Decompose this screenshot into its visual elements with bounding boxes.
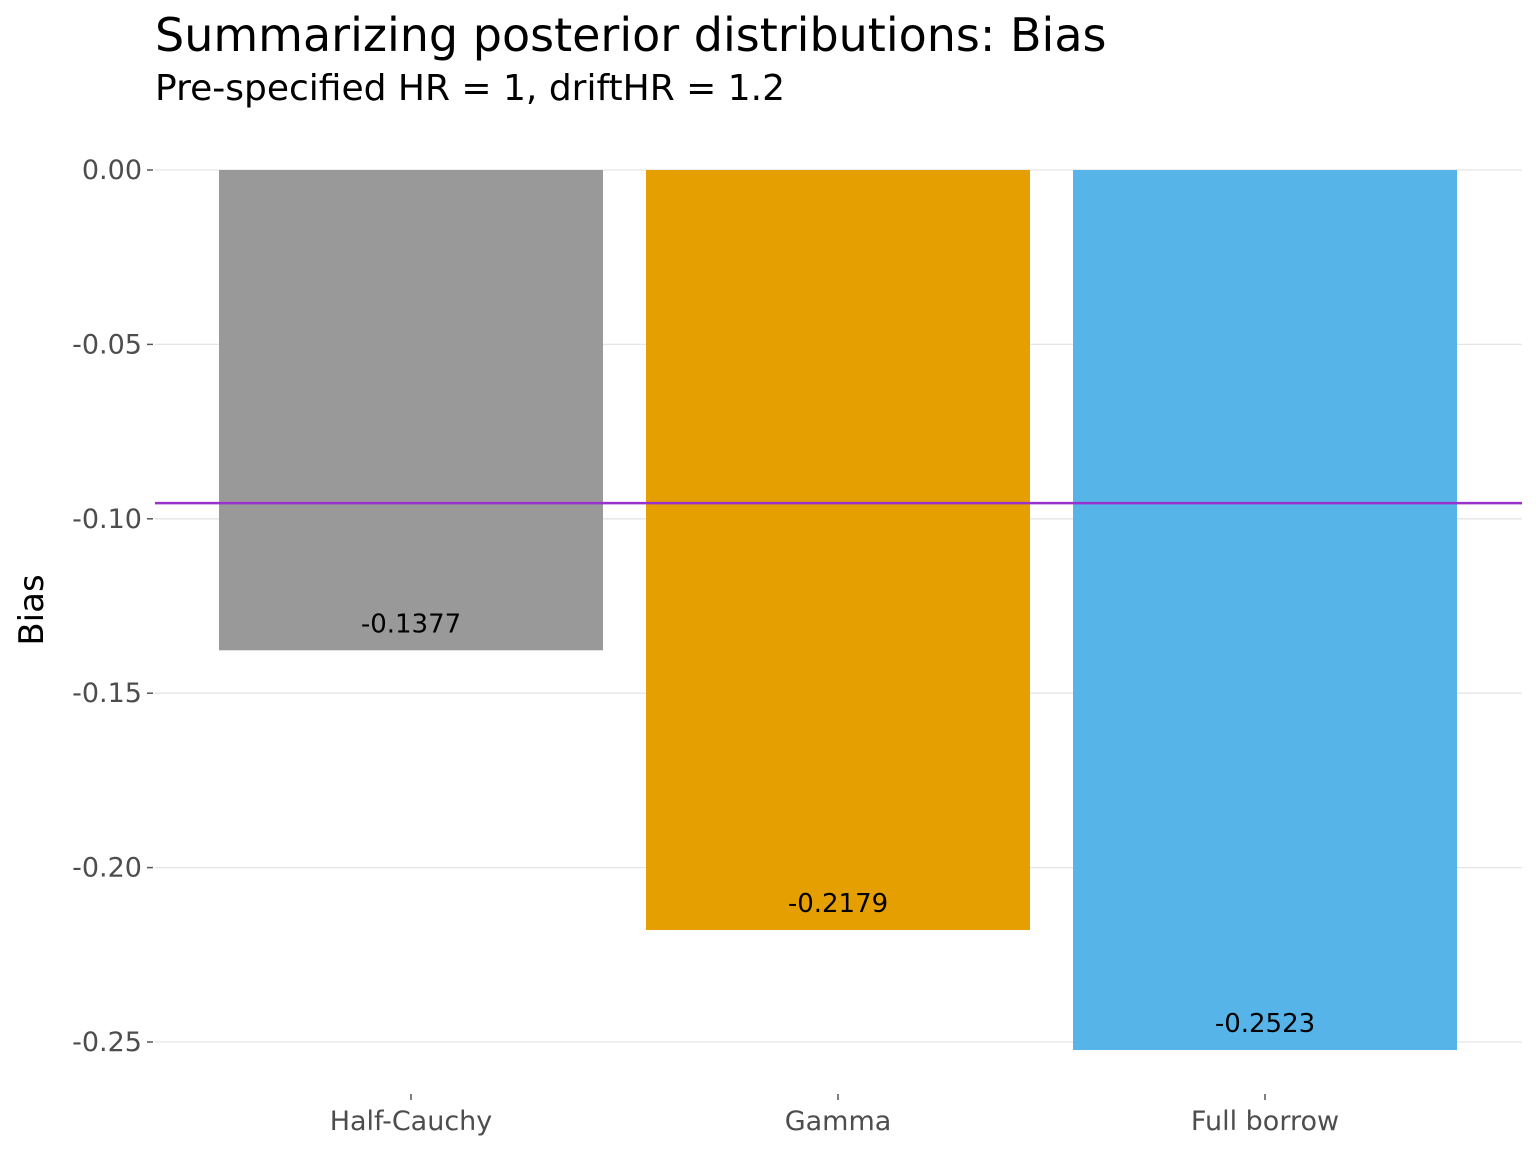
bar-value-label: -0.2523	[1215, 1009, 1315, 1039]
bar-half-cauchy	[219, 170, 603, 651]
y-axis: 0.00 -0.05 -0.10 -0.15 -0.20 -0.25	[72, 155, 153, 1058]
x-tick-label: Full borrow	[1191, 1106, 1339, 1137]
y-tick-label: -0.05	[72, 329, 142, 360]
bar-value-label: -0.1377	[361, 609, 461, 639]
bar-value-label: -0.2179	[788, 889, 888, 919]
y-tick-label: -0.25	[72, 1027, 142, 1058]
chart-subtitle: Pre-specified HR = 1, driftHR = 1.2	[155, 68, 786, 109]
y-axis-title: Bias	[12, 574, 52, 645]
chart-title: Summarizing posterior distributions: Bia…	[155, 8, 1107, 62]
y-tick-label: -0.20	[72, 853, 142, 884]
y-tick-label: 0.00	[82, 155, 142, 186]
bar-full-borrow	[1073, 170, 1457, 1051]
bar-value-labels: -0.1377 -0.2179 -0.2523	[361, 609, 1315, 1039]
x-tick-label: Half-Cauchy	[330, 1106, 493, 1137]
x-tick-label: Gamma	[785, 1106, 892, 1137]
x-axis: Half-Cauchy Gamma Full borrow	[330, 1094, 1339, 1137]
bars	[219, 170, 1457, 1051]
y-tick-label: -0.10	[72, 504, 142, 535]
bar-gamma	[646, 170, 1030, 931]
y-tick-label: -0.15	[72, 678, 142, 709]
